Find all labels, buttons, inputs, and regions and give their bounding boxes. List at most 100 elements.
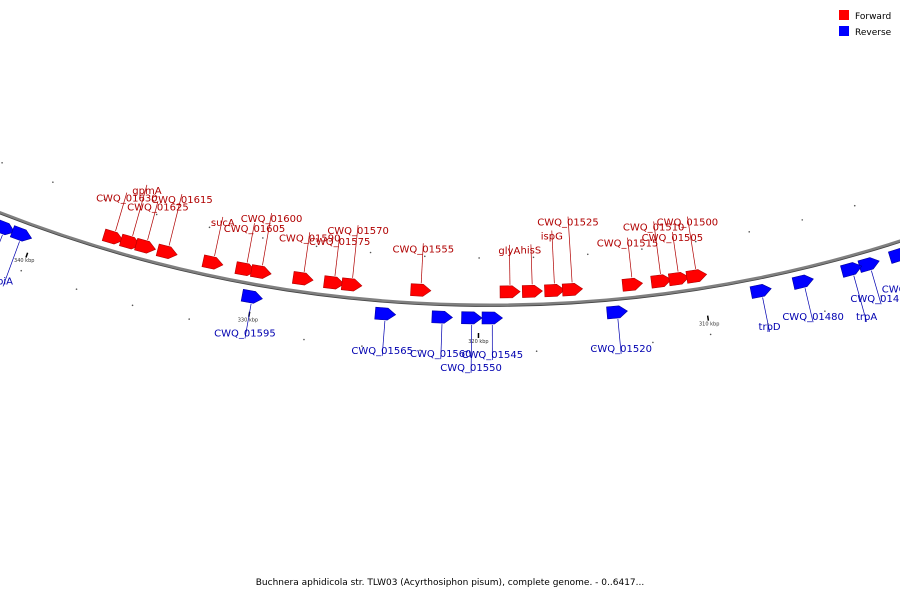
scale-tick-mark [25, 252, 29, 258]
gene-label[interactable]: gpmA [132, 186, 161, 197]
label-leader-line [440, 324, 443, 360]
forward-legend-label: Forward [855, 12, 891, 22]
gene-label[interactable]: CWQ_01615 [151, 195, 213, 206]
grid-dot [103, 198, 106, 201]
gene-label[interactable]: CWQ_01525 [537, 218, 599, 229]
gene-arrow[interactable] [374, 306, 397, 321]
label-leader-line [168, 194, 183, 246]
gene-label[interactable]: CWQ_01605 [224, 224, 286, 235]
gene-arrows [0, 219, 900, 325]
gene-label[interactable]: CWQ_01630 [96, 194, 158, 205]
gene-arrow[interactable] [791, 274, 814, 290]
gene-label[interactable]: hisS [521, 245, 542, 256]
gene-label[interactable]: CWQ_01570 [327, 226, 389, 237]
gene-arrow[interactable] [667, 271, 690, 287]
grid-dot [594, 347, 596, 349]
label-leader-line [420, 243, 424, 284]
gene-arrow[interactable] [561, 283, 584, 297]
gene-label[interactable]: CWQ_01545 [462, 350, 524, 361]
label-leader-line [653, 221, 661, 275]
gene-arrow[interactable] [201, 254, 224, 270]
gene-arrow[interactable] [410, 283, 432, 297]
grid-dot [423, 255, 426, 258]
gene-arrow[interactable] [291, 271, 314, 286]
gene-label[interactable]: CWQ_01625 [127, 202, 189, 213]
grid-dot [586, 253, 589, 256]
genome-backbone [0, 162, 900, 353]
gene-arrow[interactable] [887, 248, 900, 264]
gene-label[interactable]: CWQ_01455 [882, 285, 900, 296]
gene-arrow[interactable] [0, 219, 15, 236]
legend: Forward Reverse [839, 10, 892, 38]
scale-tick-label: 340 kbp [14, 258, 34, 264]
gene-arrow[interactable] [134, 237, 156, 254]
grid-dot [20, 269, 23, 272]
gene-arrow[interactable] [749, 283, 772, 299]
grid-dot [52, 181, 54, 183]
gene-arrow[interactable] [544, 284, 566, 298]
gene-arrow[interactable] [499, 285, 521, 299]
gene-label[interactable]: CWQ_01600 [241, 214, 303, 225]
gene-arrow[interactable] [650, 274, 672, 289]
gene-arrow[interactable] [431, 310, 453, 324]
gene-label[interactable]: tpiA [0, 276, 13, 287]
label-leader-line [804, 288, 814, 323]
label-leader-line [853, 275, 867, 322]
gene-label[interactable]: sucA [211, 218, 235, 229]
label-leader-line [627, 237, 633, 278]
gene-arrow[interactable] [461, 311, 483, 325]
grid-dot [303, 338, 305, 341]
gene-arrow[interactable] [521, 284, 543, 298]
reverse-legend-swatch [839, 26, 849, 36]
gene-arrow[interactable] [249, 264, 272, 279]
gene-label[interactable]: trpA [856, 312, 877, 323]
reverse-legend-label: Reverse [855, 28, 892, 38]
gene-label[interactable]: CWQ_01575 [309, 237, 371, 248]
label-leaders [0, 184, 882, 373]
gene-label[interactable]: CWQ_01595 [214, 328, 276, 339]
grid-dot [694, 240, 697, 243]
gene-label[interactable]: CWQ_01555 [393, 244, 455, 255]
gene-arrow[interactable] [606, 305, 628, 320]
grid-dot [853, 204, 856, 207]
gene-arrow[interactable] [9, 225, 33, 242]
gene-arrow[interactable] [323, 275, 345, 290]
gene-arrow[interactable] [340, 277, 363, 292]
gene-label[interactable]: CWQ_01500 [657, 218, 719, 229]
gene-label[interactable]: CWQ_01550 [440, 363, 502, 374]
gene-arrow[interactable] [240, 288, 263, 304]
grid-dot [801, 219, 804, 221]
label-leader-line [672, 231, 679, 272]
gene-label[interactable]: CWQ_01510 [623, 222, 685, 233]
gene-arrow[interactable] [840, 262, 863, 278]
grid-dot [535, 350, 538, 353]
gene-arrow[interactable] [685, 269, 708, 284]
gene-label[interactable]: CWQ_01505 [642, 233, 704, 244]
label-leader-line [147, 201, 159, 241]
gene-label[interactable]: CWQ_01515 [597, 239, 659, 250]
gene-label[interactable]: CWQ_01565 [351, 346, 413, 357]
label-leader-line [617, 318, 622, 354]
gene-arrow[interactable] [481, 311, 504, 325]
gene-arrow[interactable] [621, 277, 644, 292]
gene-arrow[interactable] [857, 257, 880, 273]
gene-arrow[interactable] [101, 228, 124, 245]
gene-label[interactable]: CWQ_01460 [850, 294, 900, 305]
grid-dot [641, 248, 643, 250]
gene-arrow[interactable] [155, 243, 178, 260]
grid-dot [131, 304, 134, 307]
label-leader-line [530, 244, 533, 285]
gene-label[interactable]: CWQ_01480 [782, 312, 844, 323]
gene-label[interactable]: CWQ_01520 [590, 344, 652, 355]
genome-caption: Buchnera aphidicola str. TLW03 (Acyrthos… [255, 578, 645, 588]
gene-label[interactable]: CWQ_01590 [279, 233, 341, 244]
label-leader-line [246, 223, 255, 263]
gene-label[interactable]: glyA [498, 246, 520, 257]
grid-dot [1, 162, 3, 164]
label-leader-line [352, 225, 359, 278]
gene-label[interactable]: CWQ_01560 [410, 349, 472, 360]
scale-tick-mark [706, 315, 710, 321]
gene-label[interactable]: trpD [759, 322, 781, 333]
gene-label[interactable]: ispG [541, 231, 563, 242]
label-leader-line [115, 192, 128, 232]
